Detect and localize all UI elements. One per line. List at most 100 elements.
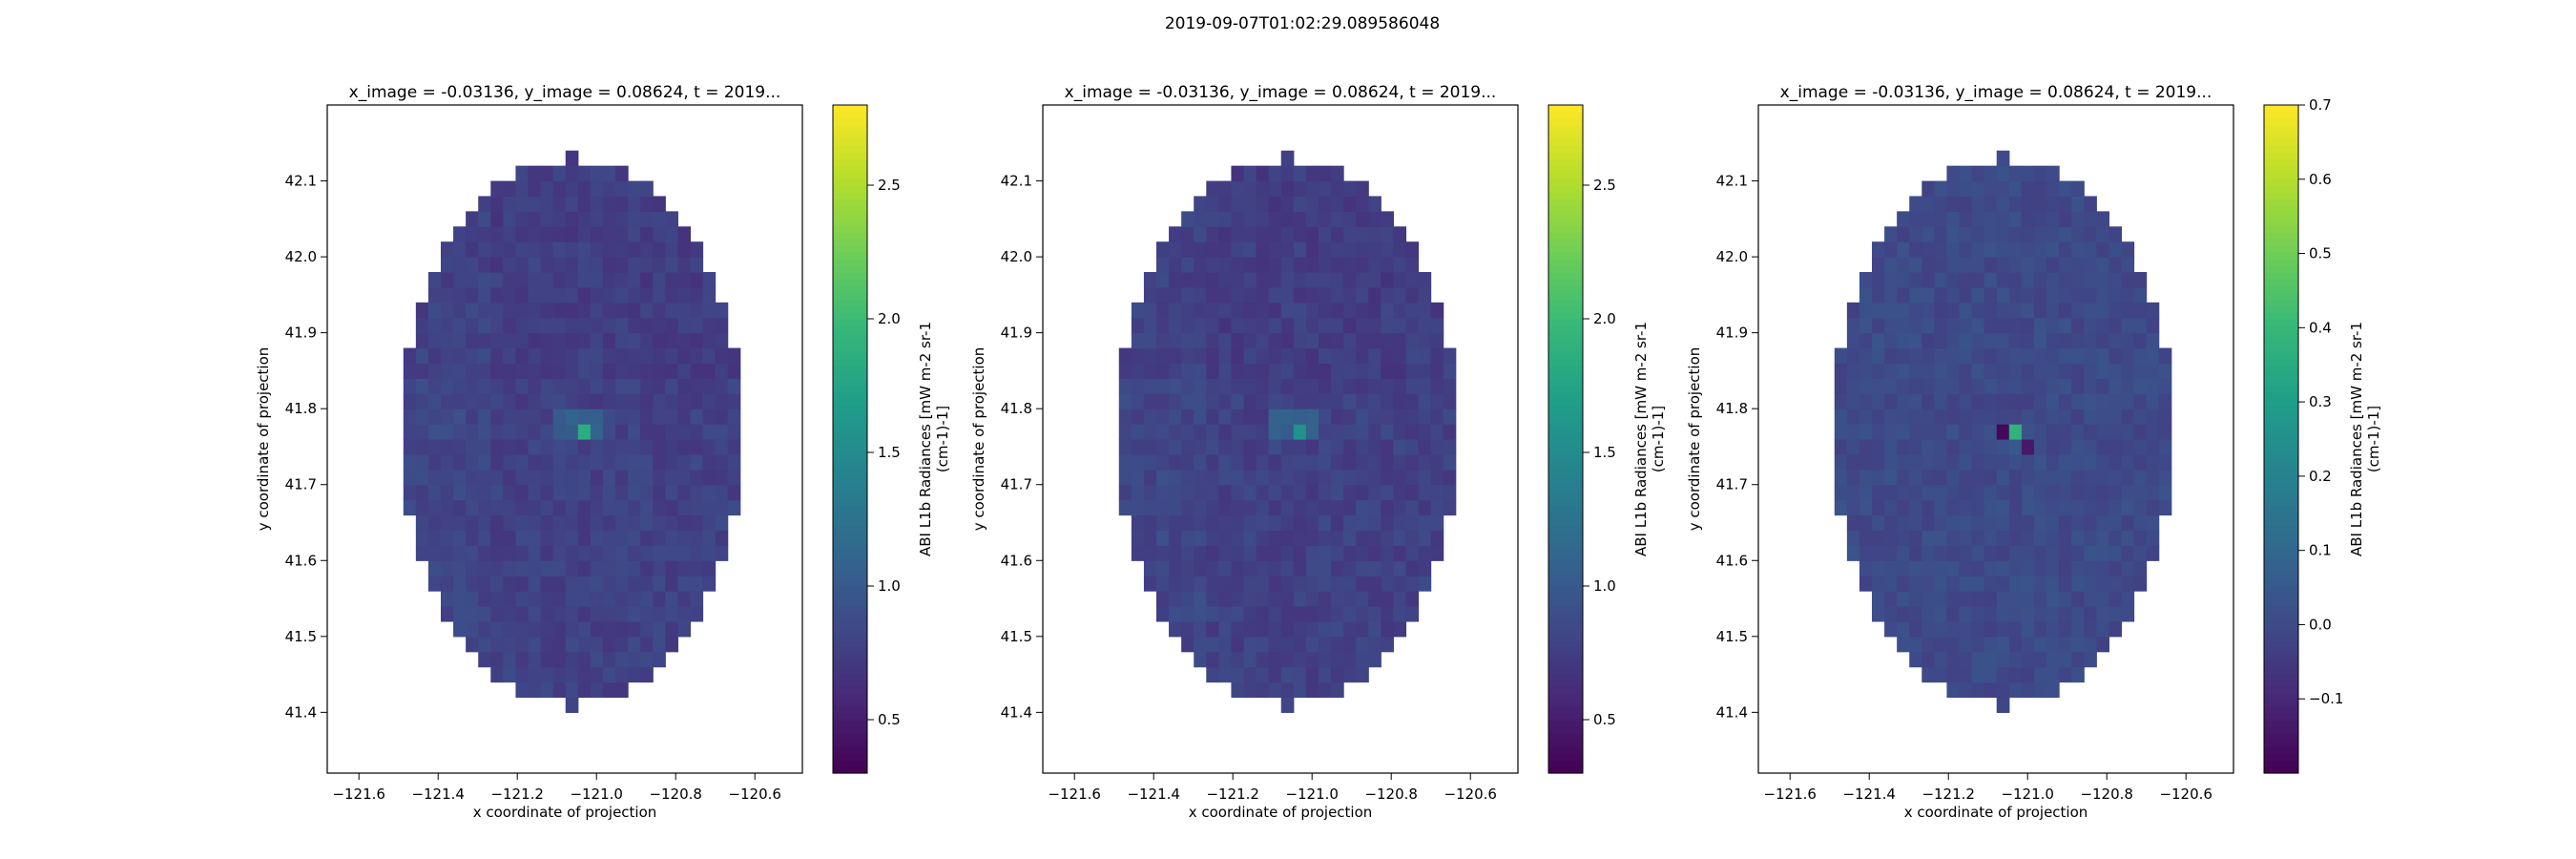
heatmap-cell xyxy=(1343,560,1357,576)
heatmap-cell xyxy=(2146,393,2160,409)
colorbar-gradient-step xyxy=(833,706,867,714)
heatmap-cell xyxy=(677,484,692,501)
colorbar-gradient-step xyxy=(2264,513,2298,520)
colorbar-gradient-step xyxy=(833,392,867,400)
heatmap-cell xyxy=(653,378,666,394)
heatmap-cell xyxy=(2121,363,2135,379)
heatmap-cell xyxy=(1293,484,1307,501)
heatmap-cell xyxy=(665,424,678,440)
heatmap-cell xyxy=(615,241,629,258)
heatmap-cell xyxy=(1206,453,1219,471)
heatmap-cell xyxy=(640,272,654,288)
heatmap-cell xyxy=(2021,241,2035,258)
heatmap-cell xyxy=(715,453,729,471)
x-tick-label: −120.8 xyxy=(2080,786,2133,803)
heatmap-cell xyxy=(1368,499,1381,516)
heatmap-cell xyxy=(1356,332,1369,349)
heatmap-cell xyxy=(1231,286,1245,304)
heatmap-cell xyxy=(2071,409,2085,425)
heatmap-cell xyxy=(577,393,592,409)
heatmap-cell xyxy=(427,545,442,561)
heatmap-cell xyxy=(2059,378,2072,394)
heatmap-cell xyxy=(677,409,692,425)
heatmap-cell xyxy=(503,226,517,242)
heatmap-cell xyxy=(2133,576,2148,592)
heatmap-cell xyxy=(1846,332,1860,349)
heatmap-cell xyxy=(1393,499,1407,516)
heatmap-cell xyxy=(478,545,491,561)
heatmap-cell xyxy=(2146,409,2160,425)
heatmap-cell xyxy=(565,666,579,683)
heatmap-cell xyxy=(2008,499,2023,516)
heatmap-cell xyxy=(727,439,741,455)
heatmap-cell xyxy=(2084,211,2097,227)
heatmap-cell xyxy=(2008,636,2023,653)
heatmap-cell xyxy=(715,332,729,349)
heatmap-cell xyxy=(2021,165,2035,182)
heatmap-cell xyxy=(590,286,604,304)
heatmap-cell xyxy=(1218,514,1233,532)
heatmap-cell xyxy=(1971,196,1985,212)
heatmap-cell xyxy=(1984,636,1998,653)
heatmap-cell xyxy=(1194,620,1207,638)
heatmap-cell xyxy=(453,576,467,592)
heatmap-cell xyxy=(2096,272,2109,288)
heatmap-cell xyxy=(615,332,629,349)
colorbar-gradient-step xyxy=(1548,359,1583,367)
heatmap-cell xyxy=(1859,378,1873,394)
heatmap-cell xyxy=(640,393,654,409)
heatmap-cell xyxy=(503,196,517,212)
colorbar-gradient-step xyxy=(1548,366,1583,373)
heatmap-cell xyxy=(1922,409,1935,425)
heatmap-cell xyxy=(1318,424,1332,440)
heatmap-cell xyxy=(1381,409,1394,425)
heatmap-cell xyxy=(1181,439,1195,455)
heatmap-cell xyxy=(677,393,692,409)
heatmap-cell xyxy=(1268,286,1282,304)
heatmap-cell xyxy=(466,332,479,349)
heatmap-cell xyxy=(1430,469,1444,486)
heatmap-cell xyxy=(1280,286,1295,304)
heatmap-cell xyxy=(1243,286,1257,304)
heatmap-cell xyxy=(1231,272,1245,288)
heatmap-cell xyxy=(1231,453,1245,471)
heatmap-cell xyxy=(640,651,654,668)
heatmap-cell xyxy=(1884,378,1898,394)
heatmap-cell xyxy=(2133,530,2148,546)
heatmap-cell xyxy=(1231,666,1245,683)
heatmap-cell xyxy=(1169,378,1182,394)
heatmap-cell xyxy=(1872,257,1885,273)
heatmap-cell xyxy=(1393,272,1407,288)
colorbar-gradient-step xyxy=(2264,639,2298,647)
heatmap-cell xyxy=(2146,530,2160,546)
heatmap-cell xyxy=(1218,226,1233,242)
colorbar-gradient-step xyxy=(2264,165,2298,173)
heatmap-cell xyxy=(1268,484,1282,501)
heatmap-cell xyxy=(1971,591,1985,607)
colorbar-gradient-step xyxy=(833,486,867,493)
heatmap-cell xyxy=(1118,409,1132,425)
heatmap-cell xyxy=(1996,241,2010,258)
heatmap-cell xyxy=(1356,363,1369,379)
heatmap-cell xyxy=(2046,576,2060,592)
heatmap-cell xyxy=(2109,241,2123,258)
heatmap-cell xyxy=(403,363,417,379)
heatmap-cell xyxy=(2046,591,2060,607)
heatmap-cell xyxy=(552,302,567,319)
colorbar-gradient-step xyxy=(2264,399,2298,407)
colorbar-gradient-step xyxy=(833,426,867,433)
heatmap-cell xyxy=(552,439,567,455)
heatmap-cell xyxy=(540,272,554,288)
heatmap-cell xyxy=(1846,484,1860,501)
heatmap-cell xyxy=(677,317,692,334)
heatmap-cell xyxy=(453,545,467,561)
heatmap-cell xyxy=(2033,272,2047,288)
heatmap-cell xyxy=(2096,576,2109,592)
heatmap-cell xyxy=(1405,272,1420,288)
heatmap-cell xyxy=(653,469,666,486)
heatmap-cell xyxy=(1984,620,1998,638)
heatmap-cell xyxy=(1996,409,2010,425)
heatmap-cell xyxy=(2033,453,2047,471)
heatmap-cell xyxy=(628,620,641,638)
y-tick-label: 41.8 xyxy=(1716,400,1748,417)
